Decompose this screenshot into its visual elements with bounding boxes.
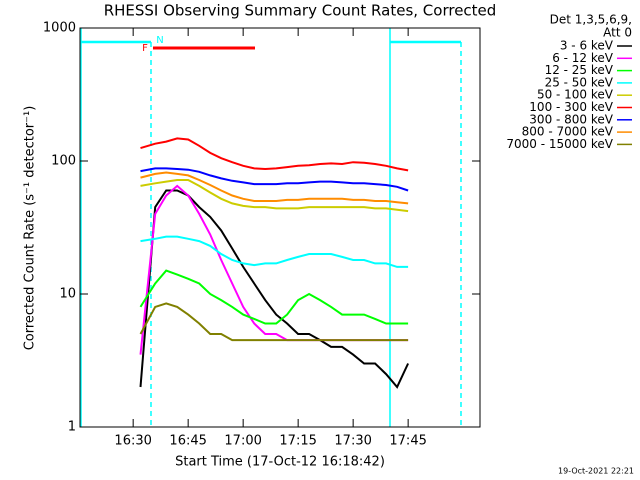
legend-label: 300 - 800 keV bbox=[529, 112, 613, 126]
annotation: F bbox=[142, 43, 148, 54]
legend-label: 12 - 25 keV bbox=[545, 63, 614, 77]
legend-header: Det 1,3,5,6,9, bbox=[550, 13, 632, 27]
series-line bbox=[140, 179, 409, 213]
x-tick-label: 17:30 bbox=[334, 434, 371, 449]
y-tick-label: 1 bbox=[68, 420, 76, 435]
y-axis-label: Corrected Count Rate (s⁻¹ detector⁻¹) bbox=[23, 106, 38, 351]
series-line bbox=[139, 269, 409, 325]
y-tick-label: 10 bbox=[59, 287, 76, 302]
series-line bbox=[140, 167, 409, 192]
annotation: N bbox=[156, 35, 163, 46]
x-tick-label: 17:15 bbox=[279, 434, 316, 449]
x-tick-label: 17:00 bbox=[224, 434, 261, 449]
x-axis-label: Start Time (17-Oct-12 16:18:42) bbox=[175, 455, 385, 470]
x-tick-label: 16:45 bbox=[169, 434, 206, 449]
series-line bbox=[140, 171, 409, 205]
footer: 19-Oct-2021 22:21 bbox=[558, 467, 634, 476]
legend-label: 800 - 7000 keV bbox=[522, 125, 614, 139]
x-tick-label: 16:30 bbox=[114, 434, 151, 449]
series-line bbox=[139, 302, 409, 342]
legend-label: 7000 - 15000 keV bbox=[506, 137, 613, 151]
legend-label: 6 - 12 keV bbox=[552, 51, 614, 65]
legend-label: 25 - 50 keV bbox=[545, 75, 614, 89]
legend-label: 50 - 100 keV bbox=[537, 88, 614, 102]
series-line bbox=[140, 235, 409, 268]
legend-label: 100 - 300 keV bbox=[529, 100, 613, 114]
y-tick-label: 1000 bbox=[43, 21, 76, 36]
legend-label: 3 - 6 keV bbox=[560, 39, 614, 53]
series-line bbox=[140, 137, 409, 172]
legend-header: Att 0 bbox=[603, 26, 632, 40]
mode-markers bbox=[80, 28, 462, 427]
plot-frame bbox=[79, 27, 481, 428]
chart-title: RHESSI Observing Summary Count Rates, Co… bbox=[104, 2, 497, 20]
x-tick-label: 17:45 bbox=[389, 434, 426, 449]
y-tick-label: 100 bbox=[51, 154, 76, 169]
